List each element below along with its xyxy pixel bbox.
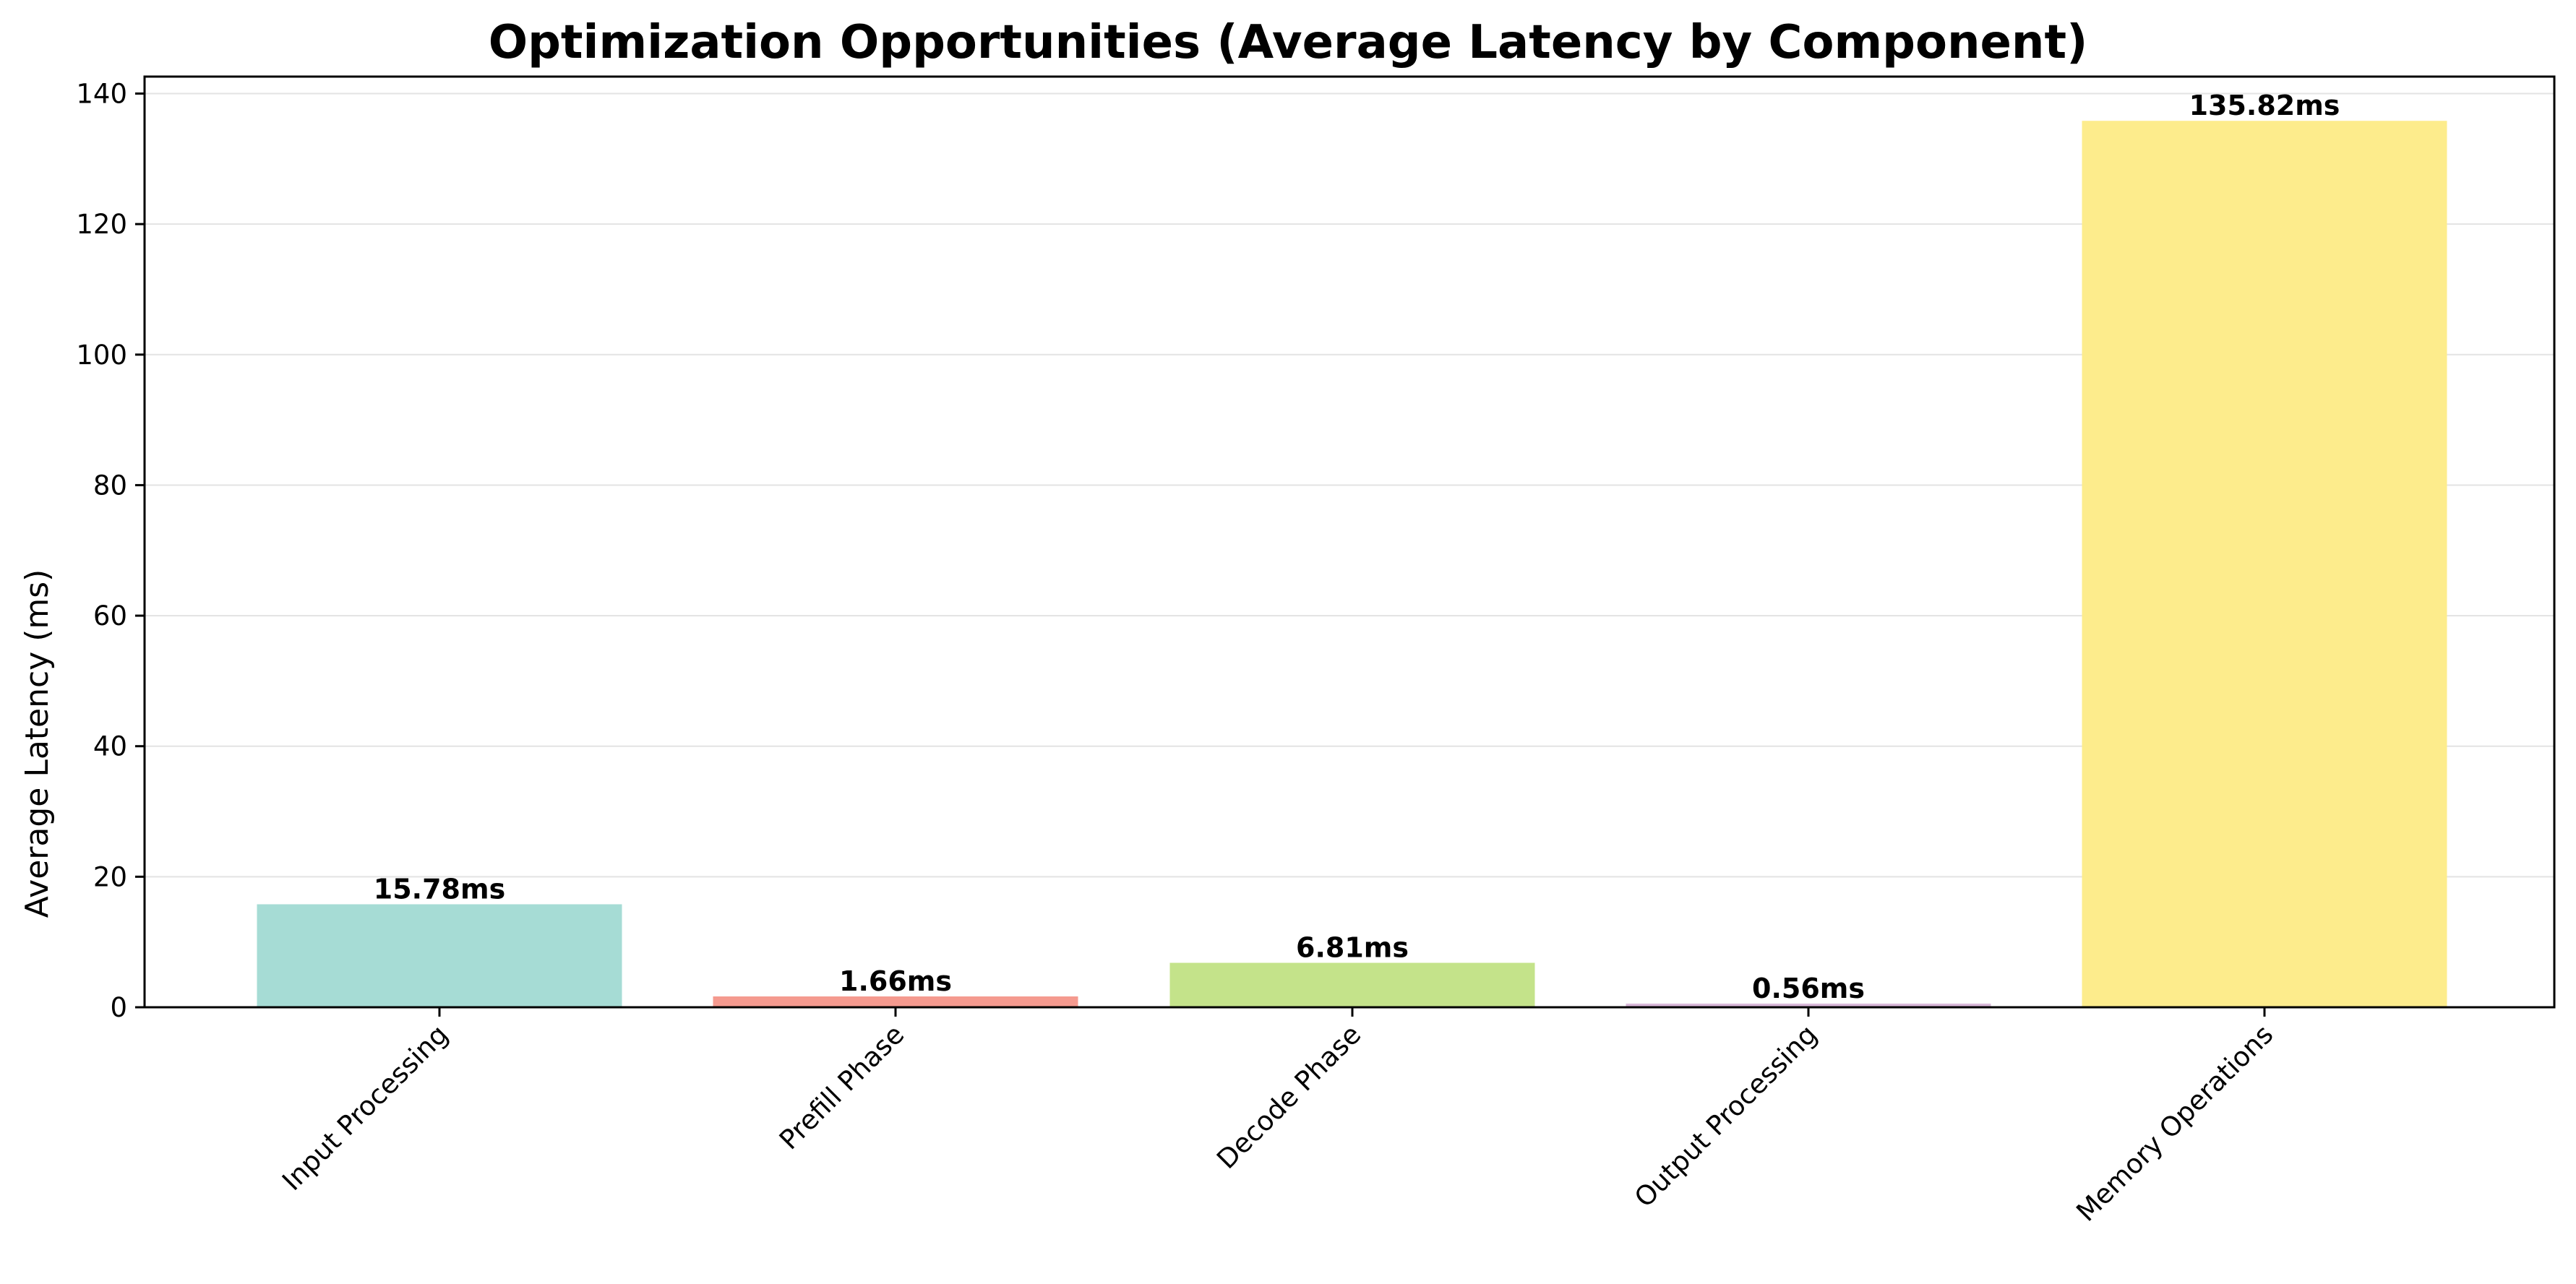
- y-tick-label: 20: [93, 861, 127, 892]
- bar-value-label: 1.66ms: [839, 965, 952, 997]
- gridlines: [145, 92, 2554, 1008]
- bar: [713, 996, 1078, 1007]
- x-tick-label: Prefill Phase: [773, 1019, 910, 1155]
- x-tick-label: Input Processing: [276, 1019, 454, 1197]
- y-tick-label: 40: [93, 731, 127, 762]
- y-tick-label: 140: [76, 78, 127, 109]
- plot-frame: [143, 75, 2556, 1009]
- y-tick-label: 60: [93, 600, 127, 632]
- x-tick-label: Decode Phase: [1211, 1019, 1367, 1175]
- y-axis-ticks: 0 20 40 60 80 100 120 140: [76, 78, 145, 1023]
- x-tick-label: Memory Operations: [2070, 1019, 2279, 1228]
- bar-value-label: 15.78ms: [374, 873, 505, 905]
- bar: [257, 904, 622, 1007]
- bar: [1169, 962, 1535, 1007]
- chart-title: Optimization Opportunities (Average Late…: [489, 16, 2088, 69]
- bar-value-label: 0.56ms: [1752, 973, 1865, 1004]
- y-axis-label: Average Latency (ms): [19, 569, 56, 918]
- y-tick-label: 100: [76, 340, 127, 371]
- bar-value-label: 135.82ms: [2189, 90, 2340, 121]
- x-tick-label: Output Processing: [1628, 1019, 1823, 1213]
- y-tick-label: 0: [110, 992, 127, 1023]
- x-axis-ticks: Input Processing Prefill Phase Decode Phas…: [276, 1007, 2279, 1228]
- bar: [1626, 1003, 1991, 1007]
- bars: [257, 121, 2447, 1007]
- bar-value-labels: 15.78ms 1.66ms 6.81ms 0.56ms 135.82ms: [374, 90, 2340, 1004]
- bar-value-label: 6.81ms: [1296, 931, 1409, 963]
- bar: [2082, 121, 2447, 1007]
- y-tick-label: 80: [93, 470, 127, 501]
- y-tick-label: 120: [76, 209, 127, 240]
